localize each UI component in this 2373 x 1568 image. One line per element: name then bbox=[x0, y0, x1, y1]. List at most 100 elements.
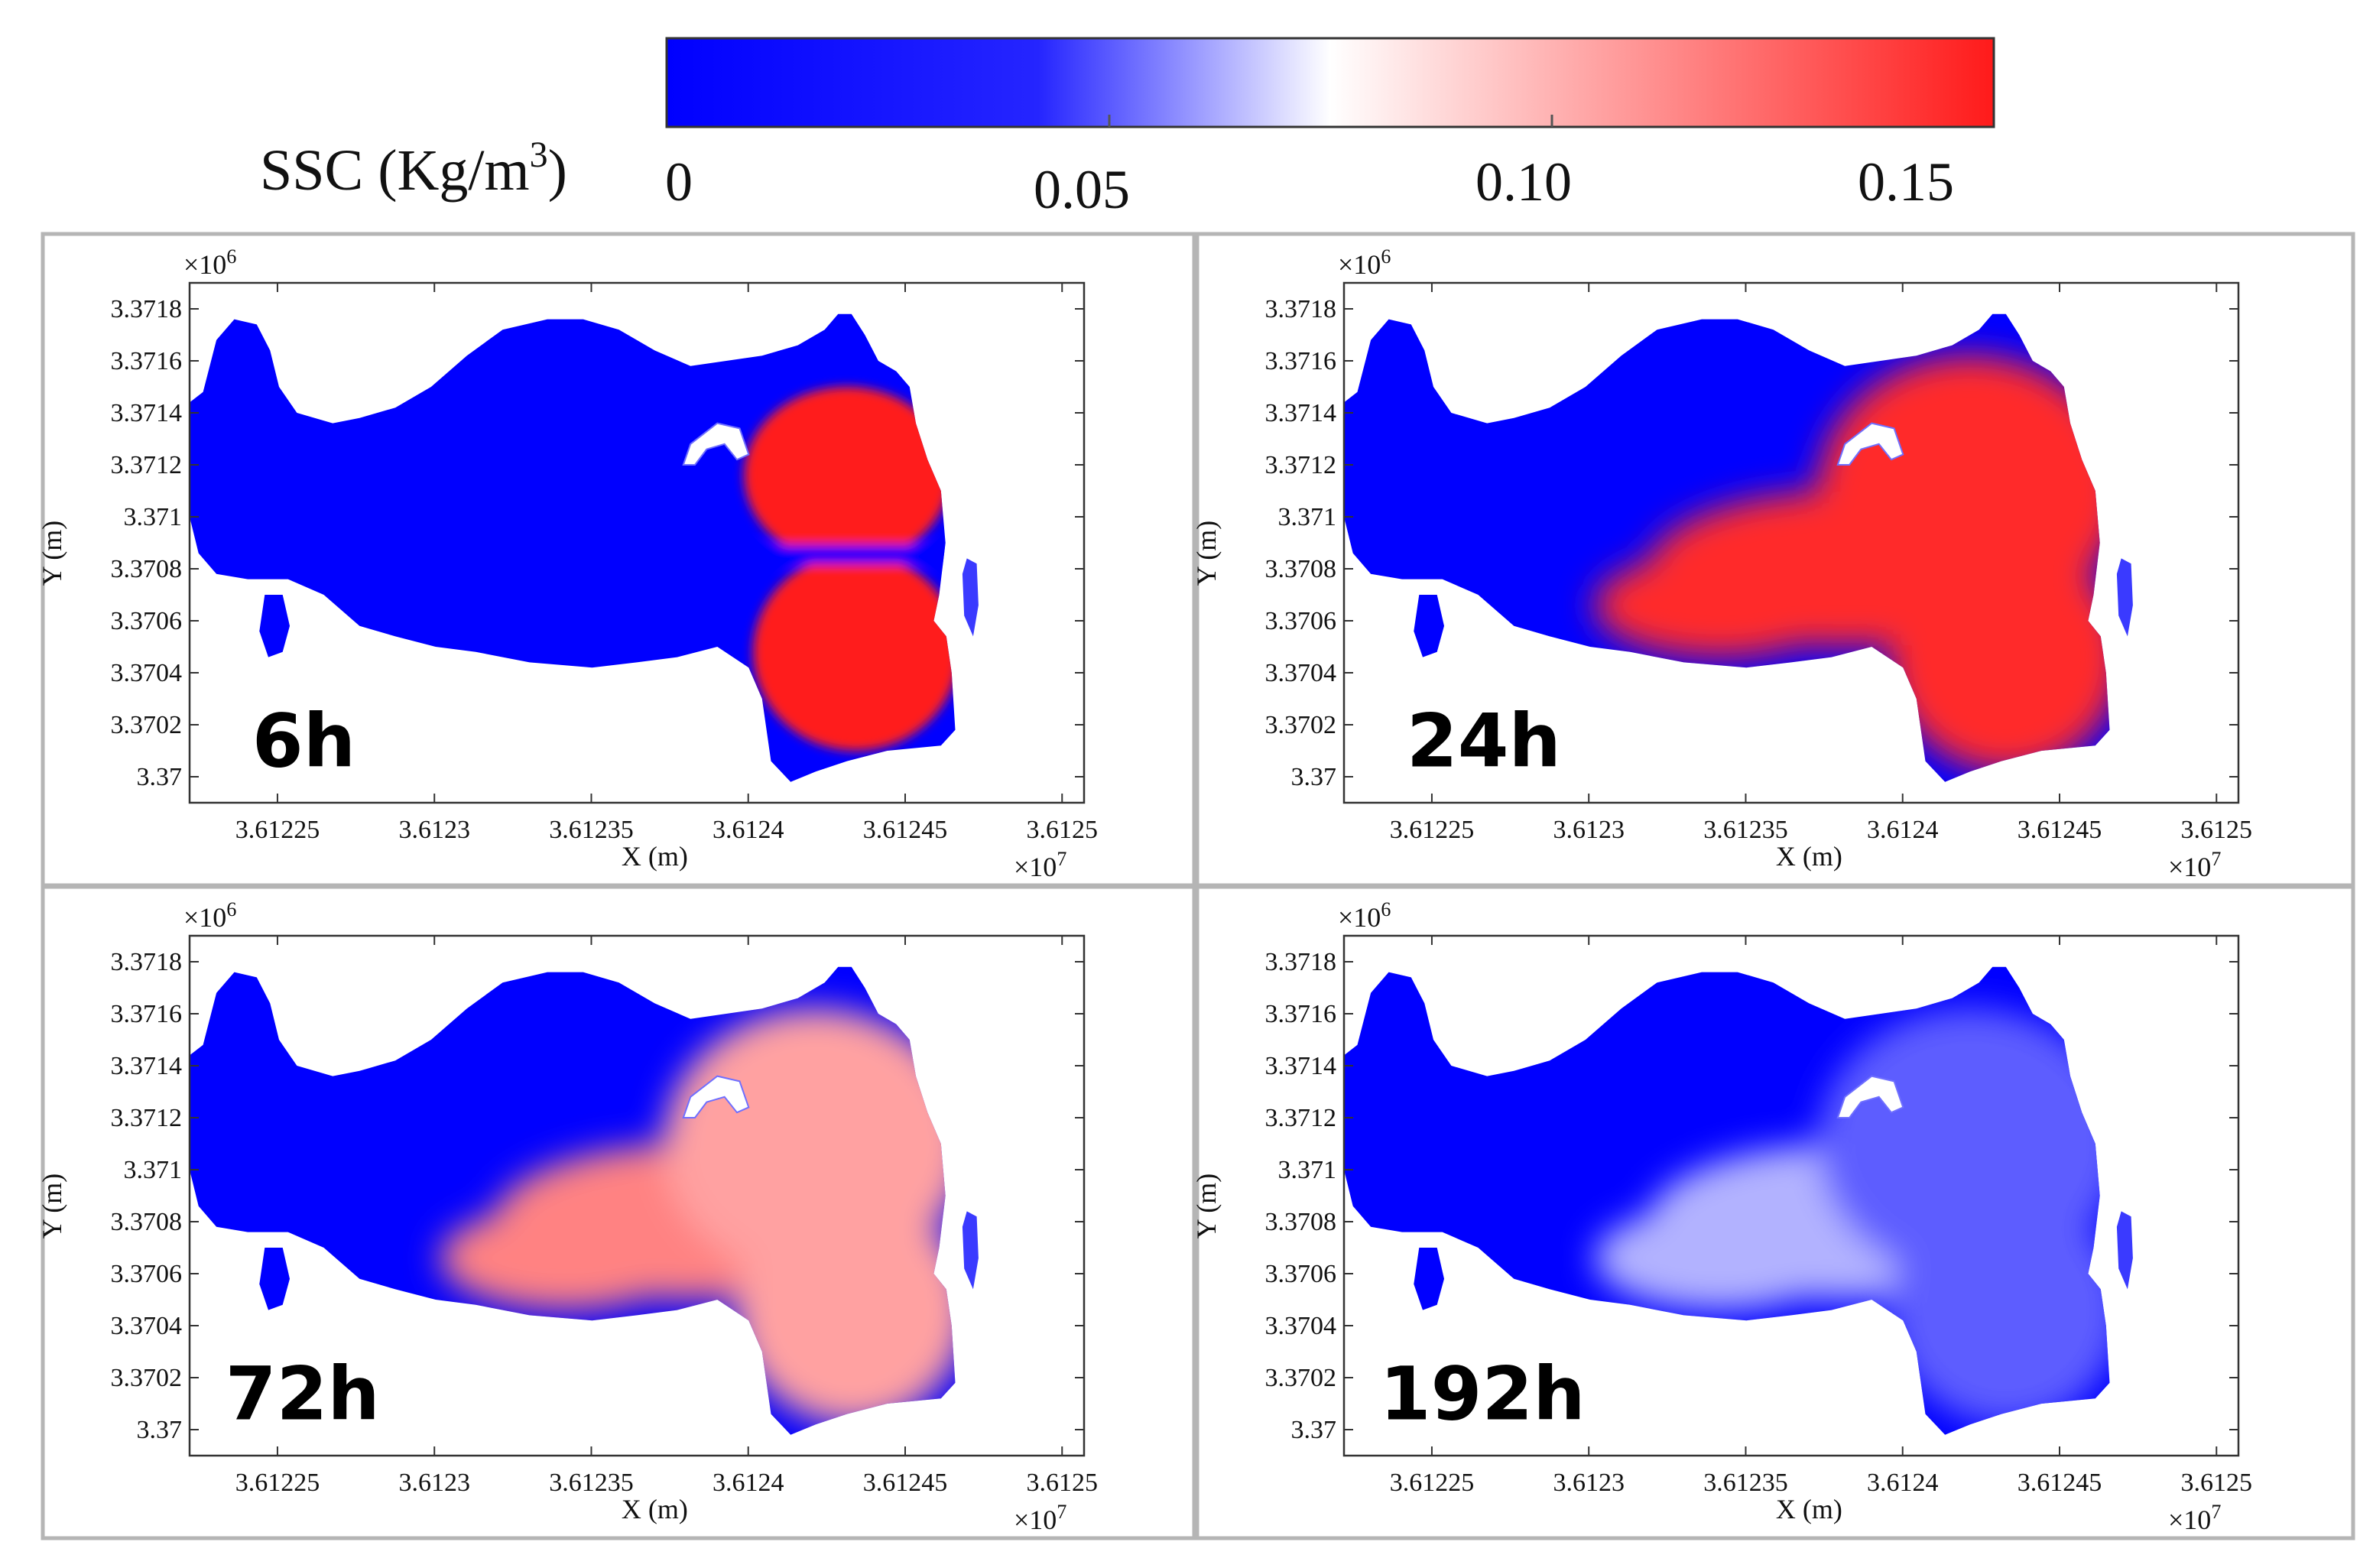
time-label: 24h bbox=[1407, 698, 1561, 784]
island-hole bbox=[1836, 422, 1904, 466]
y-tick-label: 3.3702 bbox=[1265, 1364, 1337, 1392]
y-tick-label: 3.3712 bbox=[111, 451, 183, 479]
y-axis-multiplier: ×106 bbox=[1338, 245, 1391, 280]
ssc-plume-group bbox=[1594, 1008, 2110, 1425]
ssc-plume-southeast bbox=[1889, 1196, 2110, 1425]
x-tick-label: 3.61235 bbox=[1703, 816, 1788, 844]
y-axis-label: Y (m) bbox=[1191, 521, 1222, 586]
island-hole bbox=[1836, 1075, 1904, 1118]
y-axis-label: Y (m) bbox=[37, 521, 67, 586]
y-tick-label: 3.3714 bbox=[1265, 1052, 1337, 1080]
y-tick-label: 3.371 bbox=[1278, 1156, 1337, 1184]
y-tick-label: 3.371 bbox=[124, 503, 183, 531]
colorbar-gradient bbox=[665, 37, 1995, 128]
y-tick-label: 3.3714 bbox=[111, 399, 183, 427]
colorbar-tick-label: 0.05 bbox=[1034, 159, 1130, 220]
y-tick-label: 3.371 bbox=[1278, 503, 1337, 531]
ssc-plume-southwest bbox=[440, 1206, 691, 1310]
x-axis-label: X (m) bbox=[1776, 841, 1842, 872]
x-axis-multiplier: ×107 bbox=[2168, 848, 2221, 882]
eastern-pond bbox=[2116, 1211, 2133, 1290]
y-tick-label: 3.3704 bbox=[111, 659, 183, 687]
y-tick-label: 3.3702 bbox=[1265, 711, 1337, 739]
x-tick-label: 3.6123 bbox=[398, 816, 470, 844]
x-tick-label: 3.61245 bbox=[2018, 816, 2102, 844]
x-tick-label: 3.6125 bbox=[2181, 816, 2253, 844]
western-pond bbox=[259, 595, 290, 657]
y-tick-label: 3.3718 bbox=[1265, 948, 1337, 976]
colorbar-tick-label: 0.15 bbox=[1858, 151, 1954, 213]
western-pond bbox=[259, 1248, 290, 1310]
x-axis-multiplier: ×107 bbox=[1014, 848, 1066, 882]
y-tick-label: 3.3706 bbox=[1265, 607, 1337, 635]
ssc-panel: 3.37 3.3702 3.3704 3.3706 3.3708 3.371 3.3712 3… bbox=[37, 232, 1196, 888]
x-tick-label: 3.6125 bbox=[1027, 816, 1099, 844]
y-tick-label: 3.3712 bbox=[1265, 1104, 1337, 1132]
x-tick-label: 3.6125 bbox=[2181, 1469, 2253, 1497]
plot-axes-box bbox=[188, 934, 1086, 1457]
y-tick-label: 3.3712 bbox=[111, 1104, 183, 1132]
x-tick-label: 3.61225 bbox=[235, 816, 320, 844]
x-tick-label: 3.61225 bbox=[1390, 1469, 1475, 1497]
y-axis-multiplier: ×106 bbox=[183, 245, 236, 280]
y-tick-label: 3.3716 bbox=[111, 1000, 183, 1028]
colorbar-label: SSC (Kg/m3) bbox=[260, 135, 567, 203]
x-tick-label: 3.61235 bbox=[1703, 1469, 1788, 1497]
y-axis-multiplier: ×106 bbox=[183, 898, 236, 933]
ssc-field bbox=[440, 1008, 956, 1425]
island-hole bbox=[682, 1075, 750, 1118]
plot-axes-box bbox=[188, 281, 1086, 804]
y-tick-label: 3.37 bbox=[1291, 1416, 1337, 1444]
y-tick-label: 3.3712 bbox=[1265, 451, 1337, 479]
x-axis-multiplier: ×107 bbox=[2168, 1501, 2221, 1535]
colorbar: SSC (Kg/m3) 0 0.05 0.10 0.15 bbox=[260, 37, 1995, 220]
y-tick-label: 3.37 bbox=[1291, 763, 1337, 791]
y-tick-label: 3.3704 bbox=[1265, 1312, 1337, 1340]
ssc-panel: 3.37 3.3702 3.3704 3.3706 3.3708 3.371 3.3712 3… bbox=[37, 885, 1196, 1540]
y-tick-label: 3.3702 bbox=[111, 711, 183, 739]
y-tick-label: 3.3704 bbox=[111, 1312, 183, 1340]
y-axis-multiplier: ×106 bbox=[1338, 898, 1391, 933]
x-tick-label: 3.6124 bbox=[713, 816, 784, 844]
x-axis-multiplier: ×107 bbox=[1014, 1501, 1066, 1535]
colorbar-tick-label: 0 bbox=[665, 151, 693, 213]
x-tick-label: 3.61235 bbox=[549, 816, 634, 844]
ssc-plume-southwest bbox=[1594, 1206, 1845, 1310]
y-tick-label: 3.3708 bbox=[1265, 1208, 1337, 1236]
plot-axes-box bbox=[1342, 281, 2240, 804]
ssc-plume-north bbox=[744, 386, 950, 564]
x-tick-label: 3.61235 bbox=[549, 1469, 634, 1497]
island-hole bbox=[682, 422, 750, 466]
x-tick-label: 3.6124 bbox=[713, 1469, 784, 1497]
y-tick-label: 3.3718 bbox=[111, 295, 183, 323]
y-axis-label: Y (m) bbox=[37, 1174, 67, 1239]
western-pond bbox=[1414, 595, 1444, 657]
y-tick-label: 3.3716 bbox=[1265, 347, 1337, 375]
x-tick-label: 3.6123 bbox=[1553, 1469, 1625, 1497]
eastern-pond bbox=[962, 1211, 979, 1290]
x-tick-label: 3.6125 bbox=[1027, 1469, 1099, 1497]
ssc-plume-group bbox=[744, 386, 956, 751]
time-label: 72h bbox=[226, 1351, 380, 1437]
x-tick-label: 3.61225 bbox=[1390, 816, 1475, 844]
ssc-plume-group bbox=[1594, 355, 2110, 772]
eastern-pond bbox=[2116, 558, 2133, 637]
western-pond bbox=[1414, 1248, 1444, 1310]
time-label: 192h bbox=[1380, 1351, 1586, 1437]
y-tick-label: 3.3708 bbox=[1265, 555, 1337, 583]
ssc-field bbox=[744, 386, 956, 751]
colorbar-tick-label: 0.10 bbox=[1475, 151, 1572, 213]
ssc-field bbox=[1594, 1008, 2110, 1425]
x-tick-label: 3.61245 bbox=[863, 1469, 948, 1497]
panels: 3.37 3.3702 3.3704 3.3706 3.3708 3.371 3.3712 3… bbox=[37, 232, 2355, 1540]
x-tick-label: 3.61225 bbox=[235, 1469, 320, 1497]
ssc-plume-group bbox=[440, 1008, 956, 1425]
ssc-panel: 3.37 3.3702 3.3704 3.3706 3.3708 3.371 3.3712 3… bbox=[1191, 885, 2355, 1540]
x-axis-label: X (m) bbox=[622, 841, 688, 872]
y-tick-label: 3.3702 bbox=[111, 1364, 183, 1392]
x-tick-label: 3.6123 bbox=[398, 1469, 470, 1497]
ssc-panel: 3.37 3.3702 3.3704 3.3706 3.3708 3.371 3.3712 3… bbox=[1191, 232, 2355, 888]
y-tick-label: 3.3716 bbox=[111, 347, 183, 375]
ssc-plume-southeast bbox=[735, 1196, 956, 1425]
